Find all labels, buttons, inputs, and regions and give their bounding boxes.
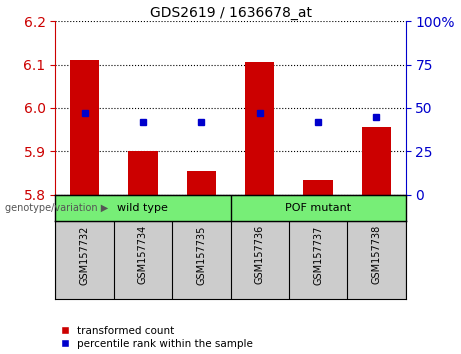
Title: GDS2619 / 1636678_at: GDS2619 / 1636678_at [149,6,312,20]
Bar [245,62,274,195]
Text: wild type: wild type [118,203,168,213]
Bar [187,171,216,195]
Legend: transformed count, percentile rank within the sample: transformed count, percentile rank withi… [60,326,253,349]
Text: GSM157737: GSM157737 [313,225,323,285]
Bar [303,179,333,195]
Text: GSM157735: GSM157735 [196,225,207,285]
Text: genotype/variation ▶: genotype/variation ▶ [5,203,108,213]
Text: GSM157736: GSM157736 [254,225,265,284]
Text: GSM157732: GSM157732 [79,225,89,285]
Bar [362,127,391,195]
Text: POF mutant: POF mutant [285,203,351,213]
Bar [70,60,99,195]
Text: GSM157738: GSM157738 [372,225,382,284]
Text: GSM157734: GSM157734 [138,225,148,284]
Bar [128,151,158,195]
